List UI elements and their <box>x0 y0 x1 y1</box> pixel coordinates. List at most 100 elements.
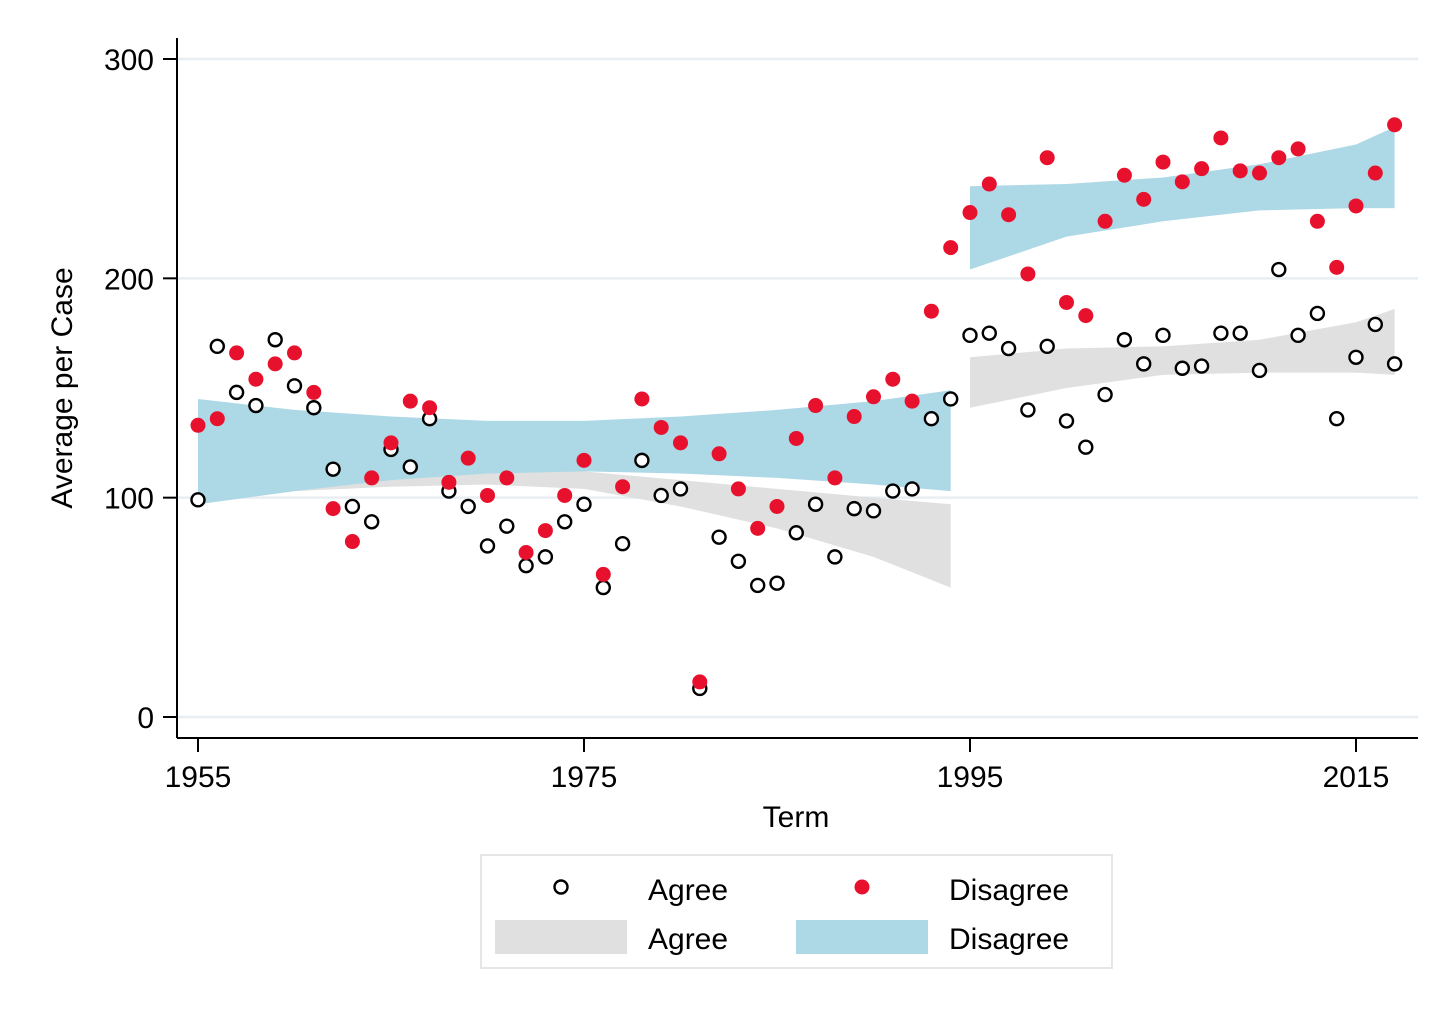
agree-point <box>1232 325 1248 341</box>
agree-point <box>943 391 959 407</box>
agree-point <box>499 518 515 534</box>
disagree-point <box>615 479 631 495</box>
disagree-point <box>943 240 959 256</box>
disagree-point <box>480 487 495 503</box>
legend-disagree-band-label: Disagree <box>949 923 1069 956</box>
agree-point <box>885 483 901 499</box>
x-tick-label: 1995 <box>937 761 1004 794</box>
agree-point <box>1000 340 1017 357</box>
disagree-point <box>1271 150 1287 166</box>
disagree-point <box>634 391 650 407</box>
disagree-point <box>248 371 264 387</box>
agree-point <box>1213 325 1229 341</box>
disagree-point <box>537 523 553 539</box>
agree-point <box>1135 356 1152 372</box>
legend-agree-point-label: Agree <box>648 874 728 907</box>
agree-point <box>614 536 631 552</box>
y-tick-label: 200 <box>104 263 154 296</box>
x-tick-label: 1955 <box>165 761 232 794</box>
disagree-point <box>1174 174 1190 190</box>
agree-point <box>1155 327 1171 344</box>
agree-point <box>730 553 747 569</box>
agree-point <box>1193 358 1210 374</box>
disagree-point <box>1232 163 1248 179</box>
agree-point <box>1058 413 1075 429</box>
y-tick-label: 100 <box>104 483 154 516</box>
agree-point <box>1328 411 1345 427</box>
disagree-point <box>364 470 380 486</box>
agree-point <box>209 338 226 355</box>
agree-point <box>364 514 380 530</box>
disagree-point <box>769 498 785 514</box>
legend-agree-band-swatch <box>495 920 627 954</box>
agree-point <box>402 459 418 475</box>
agree-point <box>1271 261 1287 278</box>
disagree-point <box>1309 213 1325 229</box>
agree-point <box>1290 327 1306 344</box>
agree-point <box>711 529 727 545</box>
agree-point <box>306 400 322 416</box>
disagree-point <box>267 356 283 372</box>
disagree-point <box>344 534 360 550</box>
disagree-point <box>846 409 862 425</box>
agree-point <box>344 498 361 515</box>
disagree-point <box>711 446 727 462</box>
agree-point <box>904 481 920 497</box>
disagree-point <box>904 393 920 409</box>
agree-point <box>1251 362 1268 379</box>
disagree-point <box>1252 165 1267 181</box>
disagree-point <box>1194 161 1210 177</box>
legend-disagree-point-icon <box>854 879 870 895</box>
agree-point <box>923 411 940 427</box>
disagree-point <box>827 470 843 486</box>
disagree-point <box>1020 266 1036 282</box>
y-ticks: 0 100 200 300 <box>104 44 177 735</box>
legend: Agree Disagree Agree Disagree <box>480 854 1113 969</box>
x-tick-label: 2015 <box>1323 761 1390 794</box>
agree-point <box>750 577 766 594</box>
disagree-point <box>460 450 476 466</box>
disagree-point <box>287 345 302 361</box>
x-axis-title: Term <box>763 801 830 834</box>
disagree-point <box>1116 167 1132 183</box>
disagree-point <box>383 435 399 451</box>
disagree-point <box>229 345 245 361</box>
disagree-point <box>576 452 592 468</box>
disagree-point <box>750 520 766 536</box>
disagree-point <box>885 371 901 387</box>
agree-point <box>865 503 882 519</box>
disagree-point <box>557 487 573 503</box>
agree-point <box>190 492 206 508</box>
agree-confidence-band <box>970 309 1395 408</box>
disagree-point <box>1290 141 1306 157</box>
agree-point <box>479 538 496 554</box>
disagree-point <box>1097 213 1113 229</box>
disagree-point <box>962 205 978 221</box>
disagree-confidence-band <box>198 390 951 505</box>
legend-agree-band-label: Agree <box>648 923 728 956</box>
agree-point <box>981 325 997 341</box>
disagree-point <box>981 176 997 192</box>
agree-point <box>228 384 245 401</box>
agree-point <box>1097 386 1113 403</box>
disagree-point <box>1367 165 1383 181</box>
agree-point <box>769 575 785 591</box>
disagree-point <box>1039 150 1055 166</box>
disagree-confidence-band <box>970 126 1395 270</box>
disagree-point <box>402 393 418 409</box>
agree-point <box>460 498 476 515</box>
agree-point <box>827 549 843 565</box>
agree-point <box>962 327 978 344</box>
disagree-point <box>653 419 669 435</box>
agree-point <box>557 514 573 530</box>
agree-confidence-band <box>198 398 951 588</box>
legend-disagree-point-label: Disagree <box>949 874 1069 907</box>
agree-point <box>1020 402 1036 418</box>
disagree-point <box>1387 117 1403 133</box>
disagree-point <box>1078 308 1094 324</box>
disagree-point <box>730 481 746 497</box>
axes <box>176 38 1418 739</box>
agree-point <box>576 496 592 512</box>
disagree-point <box>190 417 206 433</box>
